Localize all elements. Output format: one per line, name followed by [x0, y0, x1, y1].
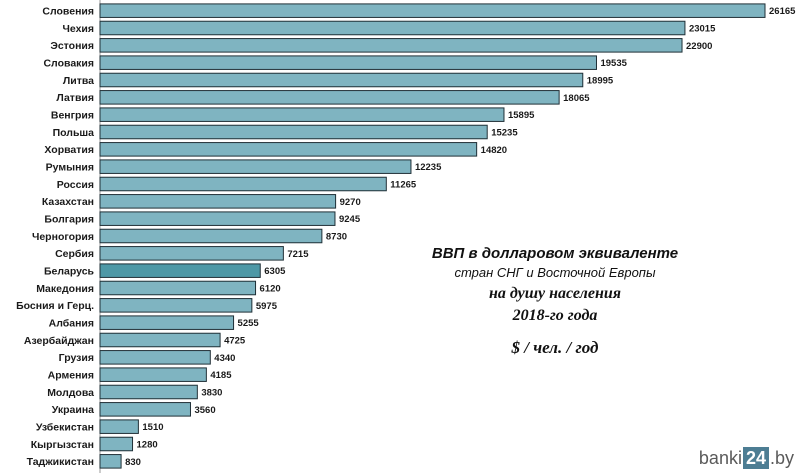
category-label: Сербия — [55, 248, 94, 260]
value-label: 5255 — [238, 318, 260, 329]
bar — [99, 454, 122, 469]
category-label: Босния и Герц. — [16, 300, 94, 312]
category-label: Латвия — [56, 92, 94, 104]
bar — [99, 211, 336, 226]
bar — [99, 38, 683, 53]
value-label: 7215 — [287, 249, 309, 260]
value-label: 12235 — [415, 162, 442, 173]
value-label: 22900 — [686, 41, 712, 52]
category-label: Грузия — [59, 352, 94, 364]
value-label: 6120 — [260, 284, 281, 295]
bar — [99, 315, 235, 330]
bar — [99, 228, 323, 244]
bar — [99, 194, 337, 209]
category-label: Литва — [63, 75, 94, 87]
category-label: Хорватия — [44, 144, 94, 156]
value-label: 14820 — [481, 145, 507, 156]
value-label: 1280 — [137, 440, 158, 451]
category-label: Беларусь — [44, 265, 95, 277]
value-label: 18065 — [563, 93, 590, 104]
category-label: Узбекистан — [36, 421, 94, 433]
category-label: Эстония — [50, 40, 94, 52]
bars-group: Словения 26165 Чехия 23015 Эстония 22900 Слова… — [16, 3, 796, 469]
value-label: 3560 — [194, 405, 215, 416]
value-label: 15235 — [491, 128, 518, 139]
value-label: 18995 — [587, 76, 614, 87]
category-label: Венгрия — [51, 109, 94, 121]
bar — [99, 107, 505, 122]
category-label: Румыния — [46, 161, 94, 173]
title-line-3: на душу населения — [489, 285, 621, 302]
value-label: 6305 — [264, 266, 286, 277]
value-label: 23015 — [689, 24, 716, 35]
value-label: 3830 — [201, 388, 222, 399]
category-label: Македония — [36, 283, 94, 295]
category-label: Болгария — [44, 213, 94, 225]
value-label: 9270 — [340, 197, 361, 208]
bar — [99, 3, 766, 18]
category-label: Албания — [49, 317, 94, 329]
category-label: Украина — [52, 404, 94, 416]
title-line-4: 2018-го года — [512, 307, 598, 324]
bar — [99, 384, 198, 400]
brand-text-pre: banki — [698, 447, 742, 468]
chart-title: ВВП в долларовом эквиваленте стран СНГ и… — [400, 244, 710, 359]
bar — [99, 246, 284, 261]
bar — [99, 20, 686, 36]
value-label: 4185 — [210, 370, 232, 381]
value-label: 830 — [125, 457, 141, 468]
category-label: Казахстан — [42, 196, 94, 208]
category-label: Черногория — [32, 231, 94, 243]
value-label: 26165 — [769, 6, 796, 17]
category-label: Молдова — [47, 387, 94, 399]
bar — [99, 263, 261, 278]
bar — [99, 90, 560, 105]
category-label: Таджикистан — [27, 456, 94, 468]
bar — [99, 332, 221, 348]
value-label: 5975 — [256, 301, 278, 312]
bar — [99, 142, 478, 157]
value-label: 4340 — [214, 353, 235, 364]
value-label: 1510 — [142, 422, 163, 433]
bar — [99, 280, 257, 296]
bar — [99, 350, 211, 365]
category-label: Азербайджан — [24, 335, 94, 347]
brand-logo: banki 24 .by — [699, 447, 794, 469]
bar — [99, 367, 207, 382]
value-label: 9245 — [339, 214, 361, 225]
category-label: Словакия — [43, 57, 94, 69]
value-label: 4725 — [224, 336, 246, 347]
category-label: Чехия — [63, 23, 95, 35]
category-label: Кыргызстан — [31, 439, 94, 451]
category-label: Польша — [53, 127, 95, 139]
value-label: 19535 — [600, 58, 627, 69]
bar — [99, 419, 139, 434]
value-label: 8730 — [326, 232, 347, 243]
bar — [99, 436, 134, 452]
bar — [99, 298, 253, 313]
bar — [99, 72, 584, 88]
bar — [99, 176, 387, 192]
brand-text-box: 24 — [742, 447, 769, 469]
value-label: 11265 — [390, 180, 417, 191]
bar — [99, 402, 191, 417]
bar — [99, 55, 597, 70]
category-label: Словения — [42, 5, 94, 17]
category-label: Армения — [48, 369, 94, 381]
brand-text-post: .by — [769, 447, 794, 468]
bar — [99, 124, 488, 140]
units-label: $ / чел. / год — [511, 338, 599, 357]
title-line-2: стран СНГ и Восточной Европы — [454, 265, 656, 280]
value-label: 15895 — [508, 110, 535, 121]
title-line-1: ВВП в долларовом эквиваленте — [431, 245, 679, 262]
category-label: Россия — [57, 179, 94, 191]
bar — [99, 159, 412, 174]
